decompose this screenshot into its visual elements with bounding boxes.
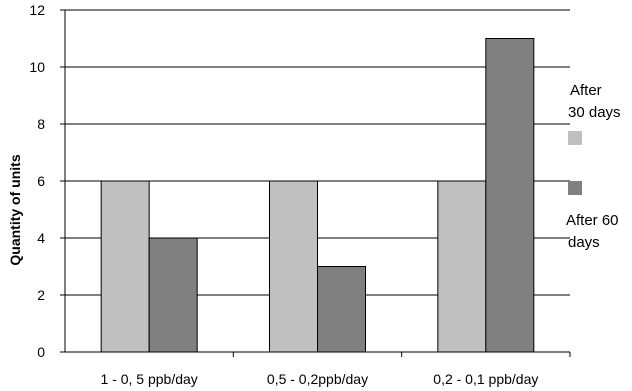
x-tick-label: 1 - 0, 5 ppb/day (101, 371, 198, 387)
bar (100, 180, 150, 353)
y-tick-label: 2 (37, 287, 45, 303)
bar (437, 180, 487, 353)
legend-swatch (568, 181, 582, 195)
y-tick-label: 12 (29, 2, 45, 18)
y-tick-label: 0 (37, 344, 45, 360)
x-tick-label: 0,5 - 0,2ppb/day (267, 371, 368, 387)
legend-label: 30 days (568, 104, 621, 121)
bar (269, 180, 318, 353)
bar (485, 38, 535, 353)
y-tick-label: 10 (29, 59, 45, 75)
legend: After 30 days After 60 days (566, 82, 621, 251)
legend-label: days (568, 234, 600, 251)
bar (317, 266, 366, 353)
x-tick-label: 0,2 - 0,1 ppb/day (433, 371, 538, 387)
y-tick-labels: 0 2 4 6 8 10 12 (29, 2, 45, 360)
y-tick-label: 8 (37, 116, 45, 132)
legend-label: After 60 (566, 212, 619, 229)
y-tick-label: 4 (37, 230, 45, 246)
legend-swatch (568, 131, 582, 145)
bar (148, 237, 198, 353)
y-tick-label: 6 (37, 173, 45, 189)
legend-label: After (570, 82, 602, 99)
axes (60, 9, 571, 357)
x-tick-labels: 1 - 0, 5 ppb/day 0,5 - 0,2ppb/day 0,2 - 0,… (101, 371, 539, 387)
bars (100, 38, 535, 353)
y-axis-title: Quantity of units (7, 154, 23, 265)
